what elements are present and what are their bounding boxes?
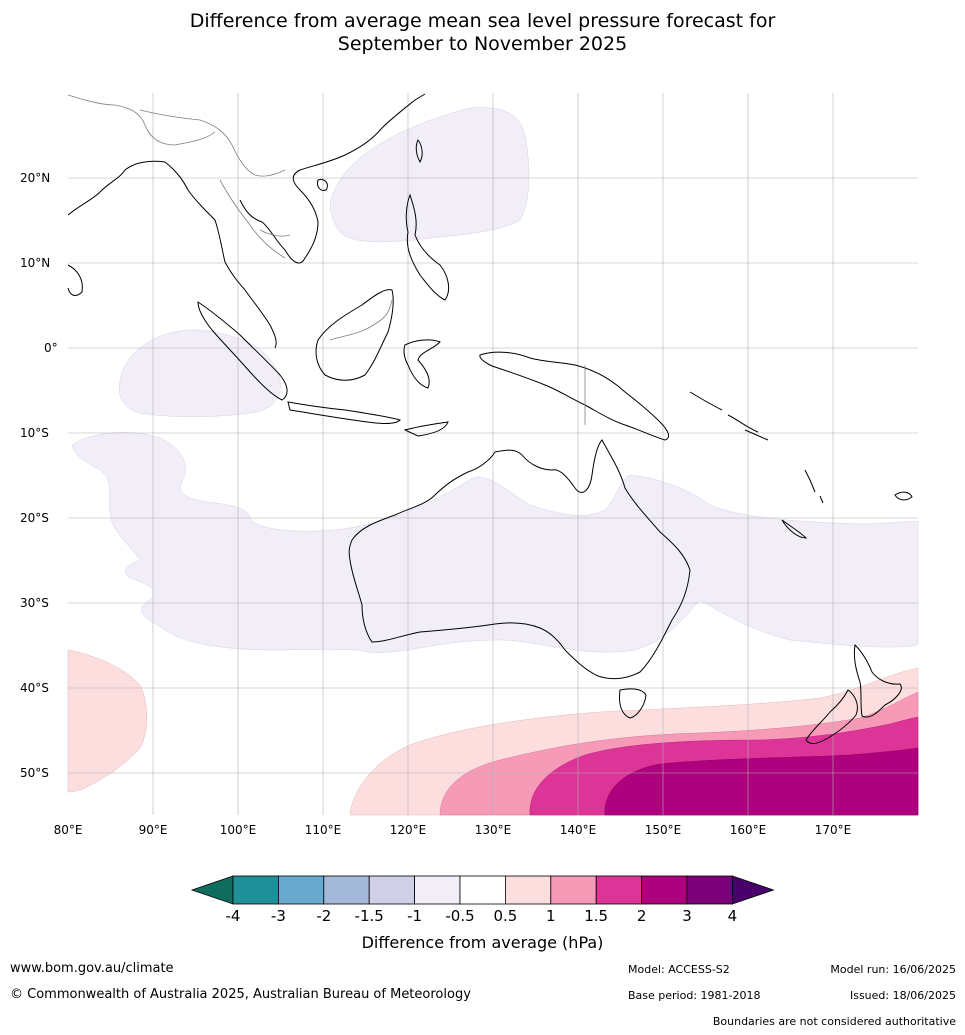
coast-new-zealand-north — [853, 643, 902, 718]
colorbar-segment — [641, 875, 688, 905]
lat-label-40s: 40°S — [20, 681, 49, 695]
footer-copyright: © Commonwealth of Australia 2025, Austra… — [10, 987, 471, 1002]
lon-label-150e: 150°E — [644, 823, 682, 837]
title-line-2: September to November 2025 — [337, 33, 628, 55]
lon-label-100e: 100°E — [219, 823, 257, 837]
lon-label-130e: 130°E — [474, 823, 512, 837]
lat-label-10s: 10°S — [20, 426, 49, 440]
lon-label-80e: 80°E — [53, 823, 83, 837]
colorbar-label: Difference from average (hPa) — [361, 933, 604, 952]
colorbar-tick-label: 4 — [727, 907, 738, 925]
colorbar-extend-low — [190, 875, 234, 905]
coast-java — [287, 401, 401, 424]
colorbar-tick-label: 0.5 — [493, 907, 518, 925]
anomaly-neg-0-5-southern-band — [71, 432, 919, 653]
anomaly-fields — [67, 107, 919, 816]
anomaly-pos-0-5-west — [67, 649, 147, 793]
colorbar-segment — [323, 875, 370, 905]
coastlines — [67, 93, 913, 745]
chart-title: Difference from average mean sea level p… — [0, 10, 965, 56]
map — [67, 93, 919, 816]
coast-new-zealand-south — [805, 689, 858, 745]
coast-new-guinea — [479, 351, 670, 441]
anomaly-pos-2-south — [604, 747, 919, 816]
title-line-1: Difference from average mean sea level p… — [189, 10, 776, 32]
footer-model-run: Model run: 16/06/2025 — [830, 963, 956, 976]
colorbar-segment — [414, 875, 461, 905]
colorbar-tick-label: -2 — [316, 907, 332, 925]
footer-base-period: Base period: 1981-2018 — [628, 989, 761, 1002]
colorbar-segment — [686, 875, 733, 905]
colorbar-segment — [232, 875, 279, 905]
border-borneo — [329, 299, 393, 341]
colorbar-tick-label: 2 — [636, 907, 647, 925]
coast-philippines — [405, 193, 450, 301]
country-borders — [67, 94, 586, 425]
coast-sulawesi — [403, 339, 441, 389]
footer-model: Model: ACCESS-S2 — [628, 963, 730, 976]
lon-label-170e: 170°E — [814, 823, 852, 837]
footer-disclaimer: Boundaries are not considered authoritat… — [712, 1015, 956, 1028]
colorbar-tick-label: 1 — [546, 907, 556, 925]
coast-vanuatu — [804, 469, 824, 504]
colorbar-segment — [504, 875, 552, 905]
lat-label-0: 0° — [44, 341, 58, 355]
coast-borneo — [315, 289, 394, 381]
footer-url[interactable]: www.bom.gov.au/climate — [10, 961, 174, 976]
lat-label-20s: 20°S — [20, 511, 49, 525]
colorbar-tick-label: -0.5 — [445, 907, 475, 925]
anomaly-neg-0-5-indian-ocean-north — [119, 329, 281, 417]
coast-new-caledonia — [781, 519, 808, 539]
coast-hainan — [317, 179, 328, 191]
lat-label-50s: 50°S — [20, 766, 49, 780]
border-south-asia-north — [67, 94, 216, 146]
colorbar-tick-label: -1 — [407, 907, 423, 925]
colorbar-segment — [459, 875, 506, 905]
coast-tasmania — [619, 688, 647, 719]
coast-timor — [403, 421, 449, 437]
footer-issued: Issued: 18/06/2025 — [849, 989, 956, 1002]
lon-label-120e: 120°E — [389, 823, 427, 837]
colorbar-segment — [278, 875, 325, 905]
graticule — [68, 93, 918, 815]
colorbar-tick-label: 1.5 — [584, 907, 609, 925]
colorbar-tick-label: -1.5 — [354, 907, 384, 925]
lon-label-140e: 140°E — [559, 823, 597, 837]
coast-sri-lanka — [67, 264, 83, 296]
coast-fiji — [894, 491, 913, 501]
colorbar — [190, 875, 775, 905]
coast-sumatra — [197, 301, 288, 401]
coast-taiwan — [415, 139, 423, 164]
lat-label-10n: 10°N — [20, 256, 51, 270]
colorbar-segment — [595, 875, 643, 905]
anomaly-neg-0-5-north-pacific — [330, 107, 530, 243]
colorbar-extend-high — [732, 875, 775, 905]
lon-label-90e: 90°E — [138, 823, 168, 837]
colorbar-tick-label: -4 — [225, 907, 241, 925]
lon-label-160e: 160°E — [729, 823, 767, 837]
lon-label-110e: 110°E — [304, 823, 342, 837]
border-indochina — [139, 109, 291, 259]
colorbar-segment — [368, 875, 415, 905]
colorbar-segment — [550, 875, 597, 905]
colorbar-tick-label: 3 — [682, 907, 692, 925]
lat-label-20n: 20°N — [20, 171, 51, 185]
coast-australia — [348, 439, 691, 680]
colorbar-tick-label: -3 — [270, 907, 286, 925]
lat-label-30s: 30°S — [20, 596, 49, 610]
coast-solomon-islands — [689, 391, 769, 441]
